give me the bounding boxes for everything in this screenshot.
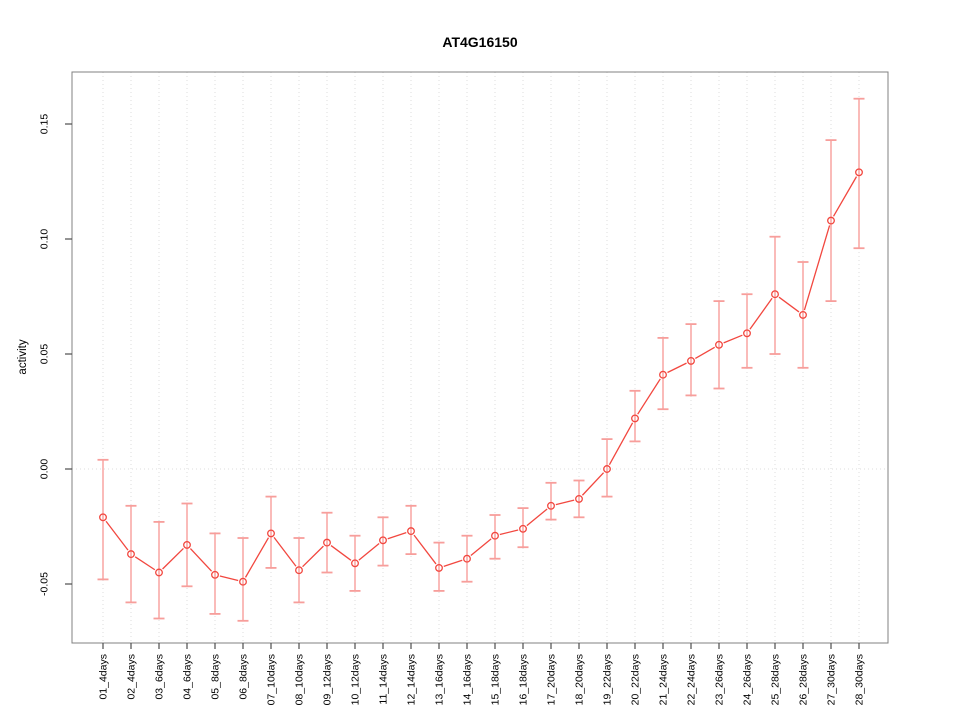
series-segment xyxy=(723,334,743,344)
x-tick-label: 13_16days xyxy=(434,654,446,705)
x-tick-label: 28_30days xyxy=(854,654,866,705)
series-segment xyxy=(387,532,407,540)
y-tick-label: 0.15 xyxy=(39,114,51,135)
y-tick-labels: -0.05 0.00 0.05 0.10 0.15 xyxy=(39,114,51,596)
series-segment xyxy=(608,422,634,465)
data-point xyxy=(211,570,219,579)
y-tick-label: -0.05 xyxy=(39,572,51,596)
plot-border xyxy=(71,71,889,644)
x-tick-label: 01_4days xyxy=(98,654,110,700)
data-point xyxy=(519,524,527,533)
axis-ticks xyxy=(65,123,860,649)
series-segment xyxy=(695,346,715,359)
series-segment xyxy=(749,297,773,330)
data-point xyxy=(715,340,723,349)
series-segment xyxy=(244,537,270,578)
x-tick-label: 04_6days xyxy=(182,654,194,700)
series-segment xyxy=(832,176,858,217)
series-segment xyxy=(413,534,437,565)
x-tick-label: 17_20days xyxy=(546,654,558,705)
data-series xyxy=(97,97,865,622)
y-tick-label: 0.10 xyxy=(39,229,51,250)
data-point xyxy=(379,536,387,545)
series-segment xyxy=(581,472,605,496)
x-tick-label: 20_22days xyxy=(630,654,642,705)
data-point xyxy=(743,329,751,338)
y-axis-label: activity xyxy=(17,339,29,374)
series-segment xyxy=(105,520,129,551)
x-tick-label: 21_24days xyxy=(658,654,670,705)
x-tick-label: 24_26days xyxy=(742,654,754,705)
data-point xyxy=(407,527,415,536)
x-tick-label: 02_4days xyxy=(126,654,138,700)
series-segment xyxy=(302,545,324,568)
data-point xyxy=(771,290,779,299)
series-segment xyxy=(526,508,548,527)
data-point xyxy=(547,501,555,510)
data-point xyxy=(183,540,191,549)
data-point xyxy=(99,513,107,522)
data-point xyxy=(463,554,471,563)
series-segment xyxy=(189,548,213,572)
data-point xyxy=(295,566,303,575)
x-tick-label: 11_14days xyxy=(378,654,390,705)
series-segment xyxy=(778,296,800,313)
data-point xyxy=(687,356,695,365)
data-point xyxy=(267,529,275,538)
x-tick-label: 03_6days xyxy=(154,654,166,700)
series-segment xyxy=(443,559,463,567)
data-point xyxy=(855,168,863,177)
data-point xyxy=(435,563,443,572)
x-tick-label: 06_8days xyxy=(238,654,250,700)
series-segment xyxy=(470,538,492,557)
series-segment xyxy=(219,575,239,582)
series-segment xyxy=(803,225,831,311)
series-segment xyxy=(358,542,380,561)
x-tick-label: 12_14days xyxy=(406,654,418,705)
series-segment xyxy=(637,378,661,415)
data-point xyxy=(323,538,331,547)
data-point xyxy=(239,577,247,586)
x-tick-label: 05_8days xyxy=(210,654,222,700)
series-segment xyxy=(499,529,519,536)
x-tick-label: 07_10days xyxy=(266,654,278,705)
series-segment xyxy=(330,545,352,561)
series-segment xyxy=(555,499,575,506)
data-point xyxy=(127,550,135,559)
x-tick-label: 27_30days xyxy=(826,654,838,705)
x-tick-label: 19_22days xyxy=(602,654,614,705)
y-tick-label: 0.00 xyxy=(39,459,51,480)
data-point xyxy=(603,465,611,473)
x-tick-label: 22_24days xyxy=(686,654,698,705)
data-point xyxy=(659,370,667,379)
x-tick-label: 10_12days xyxy=(350,654,362,705)
data-point xyxy=(491,531,499,540)
data-point xyxy=(827,216,835,225)
x-tick-label: 16_18days xyxy=(518,654,530,705)
x-tick-label: 23_26days xyxy=(714,654,726,705)
x-tick-label: 25_28days xyxy=(770,654,782,705)
chart-title: AT4G16150 xyxy=(442,34,517,50)
x-tick-label: 09_12days xyxy=(322,654,334,705)
data-point xyxy=(155,568,163,577)
series-segment xyxy=(134,556,156,571)
data-point xyxy=(799,310,807,319)
x-tick-label: 14_16days xyxy=(462,654,474,705)
series-segment xyxy=(162,547,184,570)
x-tick-label: 26_28days xyxy=(798,654,810,705)
x-tick-label: 18_20days xyxy=(574,654,586,705)
series-segment xyxy=(273,536,297,567)
data-point xyxy=(631,414,639,423)
x-tick-labels: 01_4days 02_4days 03_6days 04_6days 05_8days… xyxy=(98,654,866,705)
y-tick-label: 0.05 xyxy=(39,344,51,365)
x-tick-label: 15_18days xyxy=(490,654,502,705)
gridlines xyxy=(72,72,888,643)
data-point xyxy=(351,559,359,568)
x-tick-label: 08_10days xyxy=(294,654,306,705)
series-segment xyxy=(667,362,687,374)
data-point xyxy=(575,494,583,503)
